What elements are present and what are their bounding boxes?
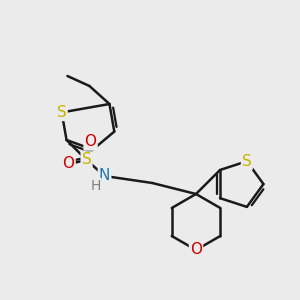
Text: O: O <box>85 134 97 149</box>
Text: O: O <box>63 157 75 172</box>
Text: O: O <box>190 242 202 257</box>
Text: H: H <box>90 179 101 193</box>
Text: N: N <box>99 169 110 184</box>
Text: S: S <box>242 154 252 169</box>
Text: S: S <box>57 105 67 120</box>
Text: S: S <box>82 152 92 167</box>
